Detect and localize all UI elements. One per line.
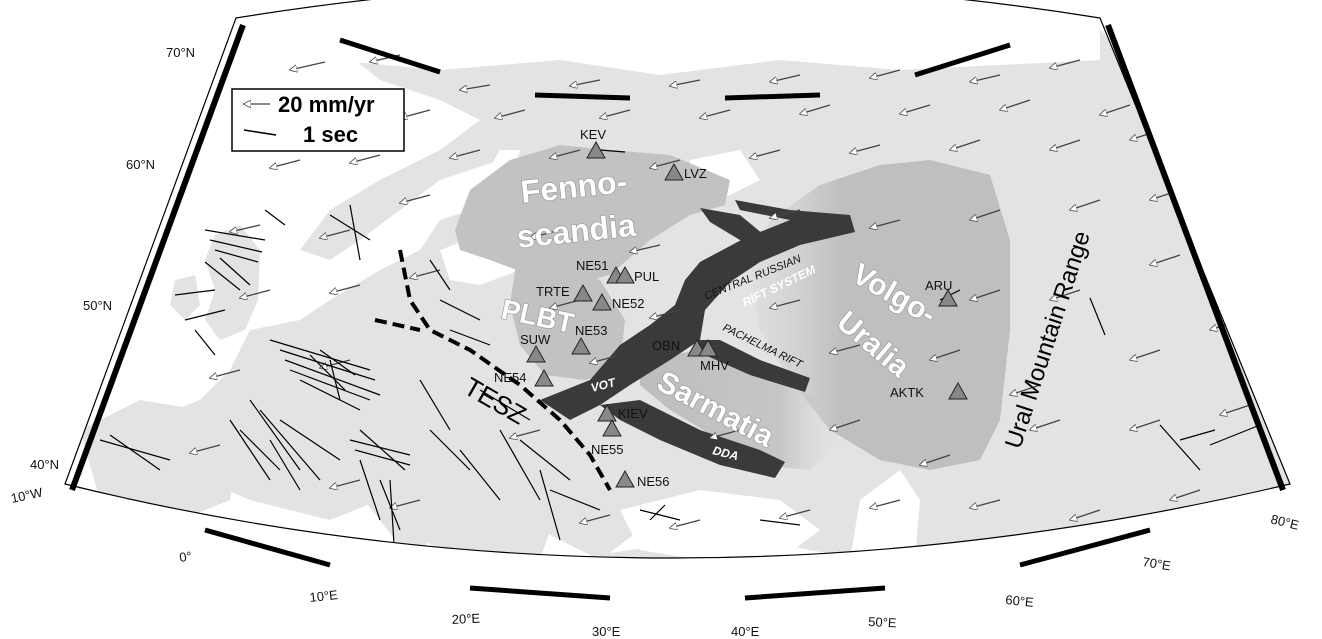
land-iberia [80,400,240,520]
station-label: NE52 [612,296,645,311]
sea-caspian [850,470,920,558]
legend-delay-label: 1 sec [303,122,358,147]
lon-label: 0° [178,548,192,565]
lon-label: 60°E [1005,592,1035,610]
tesz-boundary-west [374,318,421,332]
station-label: NE55 [591,442,624,457]
map-frame [64,0,1291,601]
station-marker [597,403,617,422]
station-label: MHV [700,358,729,373]
station-marker [571,336,591,355]
legend: 20 mm/yr 1 sec [231,88,405,152]
land-ireland [170,275,200,320]
lon-label: 80°E [1269,511,1300,532]
legend-velocity-label: 20 mm/yr [278,92,375,117]
region-fennoscandia-shape [455,145,730,285]
station-label: TRTE [536,284,570,299]
stations: KEV LVZ NE51 PUL TRTE NE52 NE53 SUW OBN … [494,127,968,489]
legend-box [231,88,405,152]
lon-label: 20°E [451,611,480,627]
rift-dda [600,400,785,478]
lat-label: 40°N [30,457,59,472]
station-marker [615,469,635,488]
rift-central-russian [540,215,855,420]
label-volgo-1: Volgo- [847,257,942,331]
station-label: KIEV [618,406,648,421]
lat-label: 60°N [126,157,155,172]
gps-velocity-arrows [190,54,1251,528]
label-dda: DDA [711,443,740,463]
land-italy [330,430,430,558]
sea-arctic [240,18,1100,80]
station-marker [664,162,684,181]
lon-label: 40°E [731,624,760,639]
station-label: KEV [580,127,606,142]
rift-pachelma [695,340,810,392]
station-marker [534,368,554,387]
station-label: NE56 [637,474,670,489]
legend-delay-bar [243,129,277,136]
lat-label: 50°N [83,298,112,313]
lon-label: 70°E [1142,554,1173,573]
lat-label: 70°N [166,45,195,60]
station-marker [573,283,593,302]
station-marker [615,265,635,284]
station-label: AKTK [890,385,924,400]
station-marker [698,338,718,357]
station-marker [592,292,612,311]
station-marker [948,381,968,400]
splitting-bars [99,149,1261,558]
rift-branch-north [700,208,770,262]
station-marker [526,344,546,363]
station-label: NE51 [576,258,609,273]
station-label: NE54 [494,370,527,385]
station-label: OBN [652,338,680,353]
station-label: SUW [520,332,551,347]
station-label: NE53 [575,323,608,338]
station-label: LVZ [684,166,707,181]
sea-black [620,490,820,558]
lon-label: 10°E [309,587,339,605]
tesz-boundary [398,249,612,491]
lon-label: 50°E [868,614,897,630]
lon-label: 30°E [592,624,621,639]
lon-label: 10°W [10,484,45,505]
station-marker [938,288,958,307]
station-label: ARU [925,278,952,293]
graticule-labels: 70°N 60°N 50°N 40°N 10°W 0° 10°E 20°E 30… [10,45,1301,639]
station-marker [586,140,606,159]
station-marker [602,418,622,437]
region-sarmatia-shape [640,350,840,470]
station-label: PUL [634,269,659,284]
label-vot: VOT [589,375,618,395]
